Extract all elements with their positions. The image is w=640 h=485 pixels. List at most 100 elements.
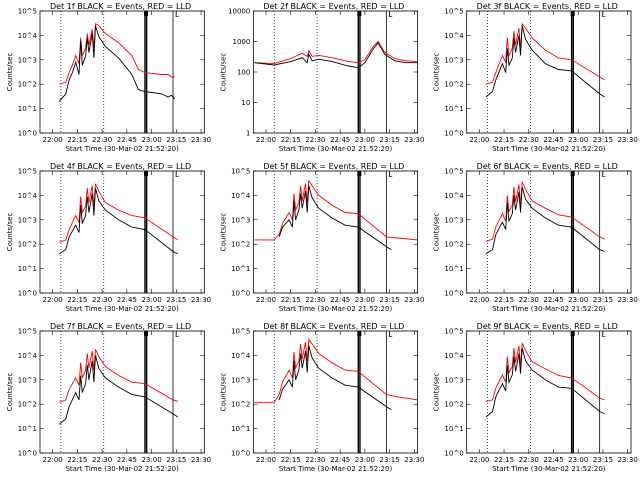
x-tick-label: 22:30 [519, 456, 539, 464]
panel-title: Det 4f BLACK = Events, RED = LLD [50, 162, 191, 171]
x-tick-label: 23:30 [191, 296, 211, 304]
plot-frame [466, 170, 632, 294]
y-tick-label: 10^5 [18, 328, 37, 336]
flag-label: L [175, 11, 179, 19]
x-tick-label: 23:30 [404, 456, 424, 464]
y-axis-label: Counts/sec [219, 373, 227, 412]
panel-2: Det 2f BLACK = Events, RED = LLD 1 10 100 10… [219, 2, 424, 153]
x-tick-label: 22:45 [330, 136, 350, 144]
x-tick-label: 23:30 [191, 136, 211, 144]
plot-frame [466, 10, 632, 134]
y-tick-label: 10 [241, 99, 250, 107]
y-axis-label: Counts/sec [6, 373, 14, 412]
x-tick-label: 23:30 [618, 136, 638, 144]
x-tick-label: 23:15 [166, 456, 186, 464]
y-tick-label: 10^5 [444, 8, 463, 16]
x-tick-label: 23:30 [618, 296, 638, 304]
x-tick-label: 22:45 [543, 296, 563, 304]
y-tick-label: 10^5 [18, 168, 37, 176]
y-axis-label: Counts/sec [6, 53, 14, 92]
y-axis-label: Counts/sec [219, 53, 227, 92]
y-tick-label: 10^0 [444, 290, 463, 298]
panel-title: Det 2f BLACK = Events, RED = LLD [263, 2, 404, 11]
x-tick-label: 22:00 [43, 136, 63, 144]
y-tick-label: 10^1 [18, 425, 37, 433]
x-tick-label: 22:30 [305, 136, 325, 144]
flag-label: L [388, 331, 392, 339]
events-series-line [58, 25, 176, 102]
y-tick-label: 10^2 [444, 241, 463, 249]
x-tick-label: 22:00 [469, 456, 489, 464]
x-tick-label: 23:00 [355, 136, 375, 144]
x-tick-label: 22:15 [67, 296, 87, 304]
lld-series-line [59, 183, 179, 243]
x-axis-label: Start Time (30-Mar-02 21:52:20) [492, 145, 606, 153]
x-axis-label: Start Time (30-Mar-02 21:52:20) [65, 465, 179, 473]
x-tick-label: 22:00 [469, 296, 489, 304]
y-tick-label: 10^0 [18, 290, 37, 298]
x-tick-label: 22:30 [519, 136, 539, 144]
lld-series-line [485, 180, 605, 242]
y-tick-label: 10^5 [444, 328, 463, 336]
y-tick-label: 10^5 [444, 168, 463, 176]
y-axis-label: Counts/sec [6, 213, 14, 252]
events-series-line [485, 25, 605, 98]
lld-series-line [59, 349, 179, 403]
x-axis-label: Start Time (30-Mar-02 21:52:20) [279, 465, 393, 473]
plot-frame [252, 170, 419, 294]
flag-label: L [602, 171, 606, 179]
flag-marker [143, 171, 148, 176]
x-tick-label: 23:15 [166, 296, 186, 304]
lld-series-line [254, 40, 418, 65]
y-tick-label: 10^4 [444, 192, 464, 200]
panel-title: Det 1f BLACK = Events, RED = LLD [50, 2, 191, 11]
x-axis-label: Start Time (30-Mar-02 21:52:20) [492, 465, 606, 473]
x-tick-label: 23:00 [568, 296, 588, 304]
y-tick-label: 10^0 [444, 450, 463, 458]
plot-frame [39, 330, 205, 454]
flag-marker [357, 11, 362, 16]
y-tick-label: 10^1 [231, 265, 250, 273]
x-tick-label: 23:15 [380, 296, 400, 304]
y-tick-label: 10^4 [231, 352, 251, 360]
plot-frame [252, 10, 419, 134]
x-tick-label: 22:45 [543, 136, 563, 144]
y-tick-label: 10^3 [18, 376, 37, 384]
x-tick-label: 22:45 [330, 456, 350, 464]
y-tick-label: 10^2 [18, 241, 37, 249]
x-tick-label: 22:15 [281, 136, 301, 144]
x-tick-label: 23:30 [191, 456, 211, 464]
x-axis-label: Start Time (30-Mar-02 21:52:20) [279, 305, 393, 313]
lld-series-line [254, 179, 418, 241]
plot-frame [39, 10, 205, 134]
lld-series-line [59, 23, 175, 85]
flag-marker [570, 331, 575, 336]
x-tick-label: 23:15 [593, 136, 613, 144]
plot-frame [39, 170, 205, 294]
x-tick-label: 23:00 [141, 296, 161, 304]
panel-title: Det 5f BLACK = Events, RED = LLD [263, 162, 404, 171]
y-tick-label: 10^2 [444, 81, 463, 89]
x-tick-label: 22:15 [494, 136, 514, 144]
x-tick-label: 22:15 [494, 296, 514, 304]
y-tick-label: 10^2 [444, 401, 463, 409]
x-tick-label: 22:45 [330, 296, 350, 304]
y-tick-label: 10^3 [18, 56, 37, 64]
flag-marker [570, 171, 575, 176]
y-tick-label: 10^3 [444, 216, 463, 224]
y-tick-label: 10^1 [18, 105, 37, 113]
panel-4: Det 4f BLACK = Events, RED = LLD 10^0 10^1… [6, 162, 211, 313]
y-tick-label: 10000 [228, 8, 250, 16]
flag-label: L [175, 171, 179, 179]
x-tick-label: 22:15 [281, 296, 301, 304]
events-series-line [254, 42, 418, 69]
y-tick-label: 10^3 [231, 216, 250, 224]
y-tick-label: 10^4 [18, 32, 38, 40]
y-tick-label: 10^2 [18, 401, 37, 409]
flag-label: L [602, 11, 606, 19]
x-tick-label: 22:30 [305, 456, 325, 464]
x-tick-label: 23:15 [593, 296, 613, 304]
panel-7: Det 7f BLACK = Events, RED = LLD 10^0 10^1… [6, 322, 211, 473]
x-tick-label: 23:30 [404, 296, 424, 304]
plot-frame [252, 330, 419, 454]
